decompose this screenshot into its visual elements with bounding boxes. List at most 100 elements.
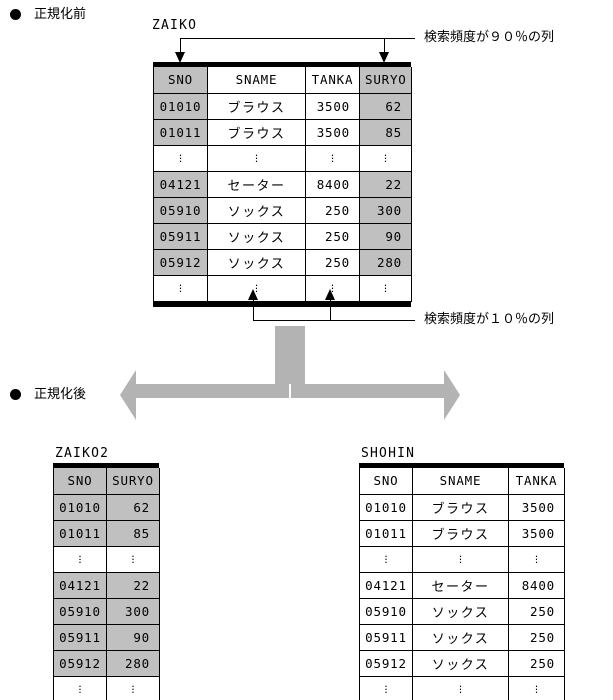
cell-ellipsis: ... xyxy=(305,145,360,172)
arrow-down-sno-icon xyxy=(175,52,185,63)
table-row: ............ xyxy=(153,275,412,302)
cell-ellipsis: ... xyxy=(359,546,413,573)
table-header-row: SNO SNAME TANKA xyxy=(359,468,565,495)
cell-ellipsis: ... xyxy=(53,676,107,700)
table-row: 05911 ソックス 250 90 xyxy=(153,223,412,250)
cell-ellipsis: ... xyxy=(412,676,509,700)
cell-ellipsis: ... xyxy=(153,275,208,302)
table-shohin-body: SNO SNAME TANKA 01010 ブラウス 3500 01011 ブラウス 3500.… xyxy=(359,468,565,700)
vertical-ellipsis-icon: ... xyxy=(384,676,388,696)
table-top-rail xyxy=(153,62,411,67)
table-row: 01010 62 xyxy=(53,494,160,521)
callout-low-frequency: 検索頻度が１０％の列 xyxy=(424,312,555,327)
vertical-ellipsis-icon: ... xyxy=(178,275,183,295)
vertical-ellipsis-icon: ... xyxy=(131,546,135,566)
table-shohin: SNO SNAME TANKA 01010 ブラウス 3500 01011 ブラウス 3500.… xyxy=(359,463,565,700)
cell-tanka: 250 xyxy=(305,223,360,250)
cell-sname: ブラウス xyxy=(207,119,306,146)
cell-ellipsis: ... xyxy=(508,546,565,573)
table-bottom-rail xyxy=(153,301,411,307)
table-header-row: SNO SNAME TANKA SURYO xyxy=(153,67,412,94)
callout-high-leader-drop-suryo xyxy=(384,38,385,54)
table-zaiko2-grid: SNO SURYO 01010 62 01011 85...... 04121 22 05910… xyxy=(53,468,160,700)
table-row: 01010 ブラウス 3500 62 xyxy=(153,93,412,120)
cell-sno: 05911 xyxy=(153,223,208,250)
cell-sno: 04121 xyxy=(53,572,107,599)
cell-sno: 01011 xyxy=(153,119,208,146)
cell-sno: 05912 xyxy=(359,650,413,677)
cell-tanka: 3500 xyxy=(305,93,360,120)
cell-tanka: 250 xyxy=(508,624,565,651)
vertical-ellipsis-icon: ... xyxy=(254,275,259,295)
cell-sno: 01010 xyxy=(153,93,208,120)
cell-tanka: 3500 xyxy=(305,119,360,146)
column-header-sno: SNO xyxy=(53,468,107,495)
table-row: 01011 ブラウス 3500 xyxy=(359,520,565,547)
cell-tanka: 250 xyxy=(305,197,360,224)
cell-ellipsis: ... xyxy=(106,676,160,700)
vertical-ellipsis-icon: ... xyxy=(78,546,82,566)
vertical-ellipsis-icon: ... xyxy=(458,546,463,566)
vertical-ellipsis-icon: ... xyxy=(534,676,539,696)
cell-suryo: 90 xyxy=(106,624,160,651)
cell-sname: ブラウス xyxy=(412,520,509,547)
vertical-ellipsis-icon: ... xyxy=(254,145,259,165)
table-zaiko-grid: SNO SNAME TANKA SURYO 01010 ブラウス 3500 62 01011 ブラ… xyxy=(153,67,412,302)
callout-high-frequency: 検索頻度が９０％の列 xyxy=(424,30,555,45)
cell-sname: ブラウス xyxy=(412,494,509,521)
cell-sname: ソックス xyxy=(207,249,306,276)
cell-sname: ブラウス xyxy=(207,93,306,120)
table-row: 05910 ソックス 250 xyxy=(359,598,565,625)
table-row: 05912 ソックス 250 280 xyxy=(153,249,412,276)
vertical-ellipsis-icon: ... xyxy=(383,275,388,295)
cell-tanka: 3500 xyxy=(508,494,565,521)
vertical-ellipsis-icon: ... xyxy=(330,275,335,295)
table-name-shohin: SHOHIN xyxy=(361,446,416,461)
vertical-ellipsis-icon: ... xyxy=(534,546,539,566)
cell-ellipsis: ... xyxy=(359,676,413,700)
cell-sname: ソックス xyxy=(412,624,509,651)
cell-sname: ソックス xyxy=(207,223,306,250)
vertical-ellipsis-icon: ... xyxy=(330,145,335,165)
table-row: ...... xyxy=(53,676,160,700)
table-row: 05910 300 xyxy=(53,598,160,625)
cell-tanka: 250 xyxy=(508,650,565,677)
cell-ellipsis: ... xyxy=(305,275,360,302)
arrow-down-suryo-icon xyxy=(379,52,389,63)
table-row: ...... xyxy=(53,546,160,573)
cell-ellipsis: ... xyxy=(106,546,160,573)
table-row: 04121 22 xyxy=(53,572,160,599)
cell-ellipsis: ... xyxy=(53,546,107,573)
cell-suryo: 22 xyxy=(359,171,412,198)
section-label-after: 正規化後 xyxy=(34,387,87,402)
cell-sno: 01010 xyxy=(359,494,413,521)
cell-ellipsis: ... xyxy=(412,546,509,573)
table-row: 04121 セーター 8400 xyxy=(359,572,565,599)
table-row: ............ xyxy=(153,145,412,172)
cell-tanka: 250 xyxy=(508,598,565,625)
cell-sname: ソックス xyxy=(207,197,306,224)
vertical-ellipsis-icon: ... xyxy=(384,546,388,566)
cell-sno: 05911 xyxy=(53,624,107,651)
cell-suryo: 300 xyxy=(106,598,160,625)
cell-suryo: 90 xyxy=(359,223,412,250)
table-row: ......... xyxy=(359,676,565,700)
table-top-rail-2 xyxy=(53,463,159,468)
cell-sname: セーター xyxy=(207,171,306,198)
cell-ellipsis: ... xyxy=(359,275,412,302)
table-name-zaiko2: ZAIKO2 xyxy=(55,446,110,461)
cell-sname: ソックス xyxy=(412,650,509,677)
cell-sno: 05910 xyxy=(53,598,107,625)
cell-tanka: 8400 xyxy=(508,572,565,599)
table-row: 05911 ソックス 250 xyxy=(359,624,565,651)
filled-circle-bullet-icon xyxy=(10,9,21,20)
callout-low-leader-horizontal xyxy=(253,320,415,321)
vertical-ellipsis-icon: ... xyxy=(131,676,135,696)
cell-tanka: 250 xyxy=(305,249,360,276)
split-fork-arrow-icon xyxy=(120,340,460,420)
cell-sno: 04121 xyxy=(153,171,208,198)
table-zaiko: SNO SNAME TANKA SURYO 01010 ブラウス 3500 62 01011 ブラ… xyxy=(153,62,412,307)
cell-suryo: 280 xyxy=(106,650,160,677)
column-header-sno: SNO xyxy=(359,468,413,495)
